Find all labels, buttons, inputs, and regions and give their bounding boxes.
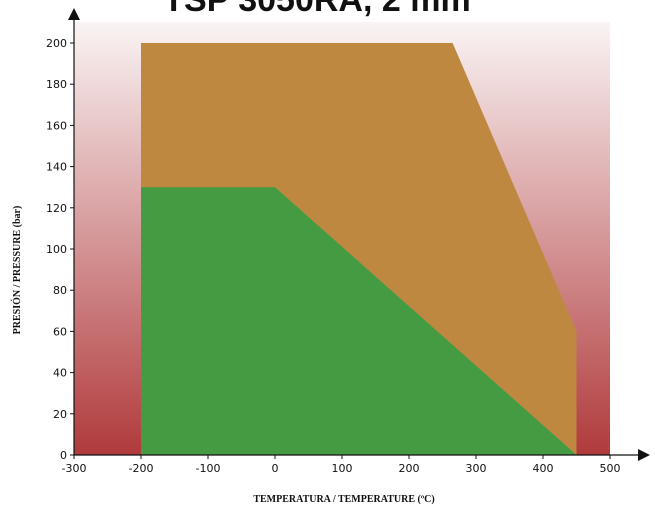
y-tick-label: 120 <box>46 202 67 215</box>
y-tick-label: 180 <box>46 78 67 91</box>
x-tick-label: 200 <box>399 462 420 475</box>
x-tick-label: 500 <box>600 462 621 475</box>
x-tick-label: 0 <box>272 462 279 475</box>
x-tick-label: 400 <box>533 462 554 475</box>
x-tick-label: -200 <box>129 462 154 475</box>
x-axis-label: TEMPERATURA / TEMPERATURE (ºC) <box>253 494 434 505</box>
x-tick-label: 100 <box>332 462 353 475</box>
y-axis-label: PRESIÓN / PRESSURE (bar) <box>11 206 23 335</box>
y-tick-label: 160 <box>46 119 67 132</box>
region-2 <box>141 187 577 455</box>
y-tick-label: 100 <box>46 243 67 256</box>
y-tick-label: 200 <box>46 37 67 50</box>
y-tick-label: 140 <box>46 161 67 174</box>
y-tick-label: 20 <box>53 408 67 421</box>
x-tick-label: -100 <box>196 462 221 475</box>
operating-regions <box>141 43 577 455</box>
y-tick-label: 40 <box>53 367 67 380</box>
y-axis-ticks: 0 20 40 60 80 100 120 140 160 180 200 <box>46 37 74 462</box>
x-axis-ticks: -300 -200 -100 0 100 200 300 400 500 <box>62 455 621 475</box>
y-tick-label: 80 <box>53 284 67 297</box>
chart-title: TSP 3050RA, 2 mm <box>163 0 470 19</box>
x-tick-label: -300 <box>62 462 87 475</box>
axes <box>68 8 650 461</box>
y-tick-label: 0 <box>60 449 67 462</box>
y-tick-label: 60 <box>53 325 67 338</box>
x-tick-label: 300 <box>466 462 487 475</box>
